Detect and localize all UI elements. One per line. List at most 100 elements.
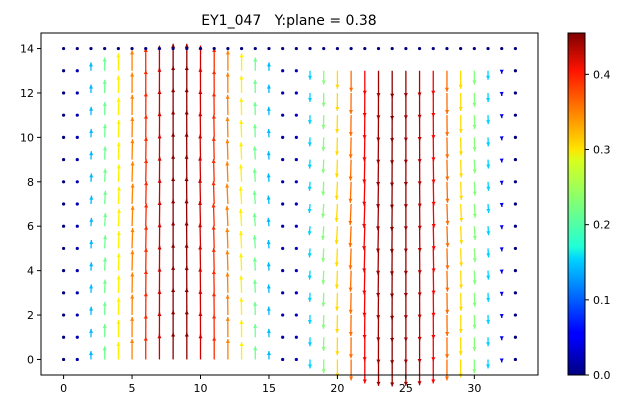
vector-arrow xyxy=(116,342,121,360)
vector-dot xyxy=(75,269,79,273)
vector-arrow xyxy=(266,328,271,338)
vector-arrow xyxy=(486,315,491,325)
vector-arrow xyxy=(211,92,216,116)
vector-arrow xyxy=(417,203,422,230)
vector-dot xyxy=(75,224,79,228)
vector-arrow xyxy=(266,351,271,360)
vector-arrow xyxy=(89,328,94,338)
vector-arrow xyxy=(198,312,203,338)
vector-arrow xyxy=(403,115,408,142)
vector-arrow xyxy=(486,270,491,280)
vector-dot xyxy=(253,46,257,51)
y-tick-label: 14 xyxy=(20,43,34,56)
vector-arrow xyxy=(143,314,148,338)
vector-arrow xyxy=(157,223,162,249)
vector-arrow xyxy=(486,203,491,214)
vector-arrow xyxy=(307,181,312,191)
vector-arrow xyxy=(417,359,422,386)
vector-arrow xyxy=(376,359,381,386)
vector-arrow xyxy=(348,159,353,181)
vector-arrow xyxy=(472,181,477,196)
vector-arrow xyxy=(417,115,422,141)
vector-arrow xyxy=(362,137,367,162)
vector-arrow xyxy=(266,306,271,316)
x-tick-label: 15 xyxy=(262,382,276,395)
vector-dot xyxy=(61,91,66,95)
vector-dot xyxy=(281,202,285,206)
vector-arrow xyxy=(431,70,436,95)
vector-arrow xyxy=(130,183,135,205)
vector-arrow xyxy=(348,181,353,203)
vector-arrow xyxy=(252,257,257,271)
vector-arrow xyxy=(238,208,243,227)
vector-arrow xyxy=(130,72,135,93)
vector-dot xyxy=(294,91,298,95)
vector-arrow xyxy=(212,336,217,360)
vector-arrow xyxy=(225,183,230,205)
vector-dot xyxy=(513,46,518,51)
vector-arrow xyxy=(390,70,395,98)
vector-arrow xyxy=(253,57,258,71)
colorbar-gradient xyxy=(567,32,586,376)
vector-arrow xyxy=(198,289,203,316)
vector-dot xyxy=(500,46,504,51)
colorbar-tick-label: 0.2 xyxy=(593,219,611,232)
vector-arrow xyxy=(376,270,381,298)
vector-arrow xyxy=(130,94,135,116)
y-tick-label: 4 xyxy=(27,265,34,278)
vector-arrow xyxy=(472,359,477,374)
vector-arrow xyxy=(459,270,464,289)
vector-arrow xyxy=(499,291,504,296)
vector-dot xyxy=(294,46,298,51)
vector-arrow xyxy=(157,201,162,227)
vector-dot xyxy=(294,357,298,362)
vector-arrow xyxy=(130,227,135,249)
colorbar-tick-label: 0.0 xyxy=(593,369,611,382)
vector-arrow xyxy=(458,115,463,134)
vector-arrow xyxy=(458,92,463,111)
vector-arrow xyxy=(445,137,450,159)
vector-arrow xyxy=(375,226,380,253)
chart-title: EY1_047 Y:plane = 0.38 xyxy=(201,13,376,29)
vector-dot xyxy=(445,46,449,51)
vector-arrow xyxy=(225,161,230,182)
vector-dot xyxy=(75,291,79,295)
y-tick-label: 12 xyxy=(20,87,34,100)
vector-dot xyxy=(513,91,518,95)
vector-arrow xyxy=(130,339,135,360)
vector-arrow xyxy=(144,203,149,227)
vector-arrow xyxy=(212,70,217,93)
vector-arrow xyxy=(239,275,244,293)
vector-dot xyxy=(61,269,66,273)
vector-arrow xyxy=(417,181,422,208)
vector-arrow xyxy=(499,114,504,119)
vector-arrow xyxy=(225,227,230,249)
vector-arrow xyxy=(376,315,381,342)
vector-arrow xyxy=(348,292,353,314)
vector-arrow xyxy=(307,315,312,325)
vector-arrow xyxy=(130,116,135,138)
vector-field xyxy=(61,43,518,387)
vector-arrow xyxy=(362,226,367,251)
vector-arrow xyxy=(472,137,477,152)
vector-arrow xyxy=(348,203,353,226)
vector-arrow xyxy=(403,315,408,342)
vector-dot xyxy=(281,46,285,51)
vector-arrow xyxy=(116,97,121,116)
vector-dot xyxy=(61,291,66,295)
vector-arrow xyxy=(144,247,149,271)
vector-arrow xyxy=(417,92,422,119)
vector-arrow xyxy=(499,69,504,74)
vector-arrow xyxy=(89,84,94,93)
vector-dot xyxy=(281,91,285,95)
vector-arrow xyxy=(252,212,257,227)
vector-arrow xyxy=(362,292,367,317)
vector-dot xyxy=(75,202,79,206)
vector-arrow xyxy=(417,270,422,297)
vector-dot xyxy=(61,135,66,139)
vector-arrow xyxy=(102,124,107,138)
vector-arrow xyxy=(88,62,93,71)
vector-arrow xyxy=(459,203,464,223)
vector-arrow xyxy=(253,301,258,316)
vector-arrow xyxy=(334,248,339,267)
